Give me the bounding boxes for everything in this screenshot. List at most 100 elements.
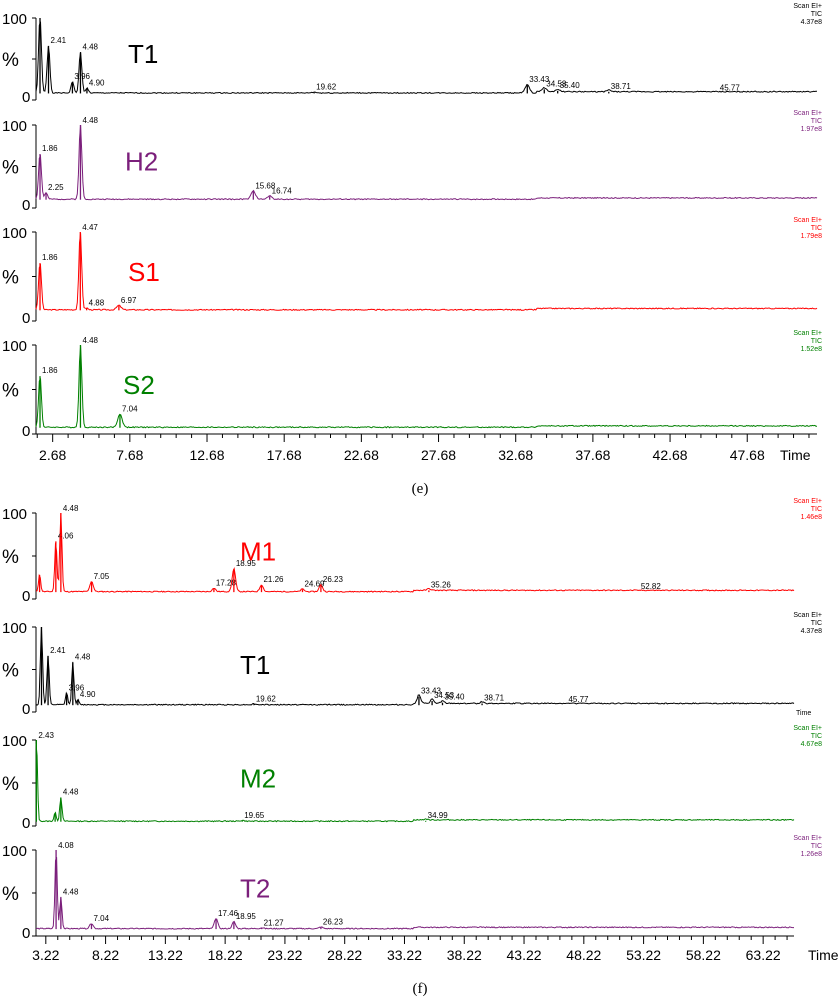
tic-label: TIC: [811, 225, 822, 232]
y-tick-label-100: 100: [2, 843, 27, 860]
scan-mode-label: Scan EI+: [793, 498, 822, 505]
y-tick-label-0: 0: [22, 197, 30, 214]
peak-label: 33.43: [529, 75, 550, 84]
peak-label: 21.26: [263, 575, 284, 584]
peak-label: 4.08: [58, 841, 74, 850]
scale-label: 4.37e8: [801, 19, 823, 26]
y-tick-label-0: 0: [22, 925, 30, 942]
x-tick-label: 13.22: [148, 947, 183, 963]
series-trace-s1: [35, 233, 818, 311]
y-axis-label: %: [2, 268, 19, 289]
x-tick-label: 27.68: [421, 447, 456, 463]
y-tick-label-0: 0: [22, 310, 30, 327]
x-tick-label: 47.68: [730, 447, 765, 463]
peak-label: 18.95: [236, 559, 257, 568]
x-axis-label: Time: [808, 947, 839, 963]
y-tick-label-100: 100: [2, 338, 27, 355]
peak-label: 35.26: [431, 580, 452, 589]
peak-label: 2.41: [51, 36, 67, 45]
peak-label: 1.86: [42, 366, 58, 375]
x-tick-label: 43.22: [507, 947, 542, 963]
y-tick-label-0: 0: [22, 701, 30, 718]
x-tick-label: 53.22: [626, 947, 661, 963]
peak-label: 52.82: [641, 582, 662, 591]
peak-label: 26.23: [323, 917, 344, 926]
y-axis-label: %: [2, 50, 19, 71]
x-tick-label: 37.68: [575, 447, 610, 463]
x-tick-label: 33.22: [387, 947, 422, 963]
x-tick-label: 28.22: [327, 947, 362, 963]
y-tick-label-0: 0: [22, 588, 30, 605]
tic-label: TIC: [811, 338, 822, 345]
y-axis-label: %: [2, 661, 19, 682]
y-axis-label: %: [2, 547, 19, 568]
peak-label: 15.68: [255, 181, 276, 190]
series-trace-t2: [35, 856, 794, 930]
series-name-t1: T1: [128, 39, 158, 69]
peak-label: 4.48: [63, 887, 79, 896]
peak-label: 2.25: [48, 183, 64, 192]
series-name-m1: M1: [240, 536, 276, 566]
series-name-t2: T2: [240, 873, 270, 903]
peak-label: 34.53: [546, 79, 567, 88]
series-trace-t1: [35, 626, 795, 706]
x-tick-label: 18.22: [208, 947, 243, 963]
y-axis-label: %: [2, 884, 19, 905]
scale-label: 1.97e8: [801, 126, 823, 133]
scale-label: 1.46e8: [801, 514, 823, 521]
y-tick-label-0: 0: [22, 423, 30, 440]
peak-label: 4.48: [82, 42, 98, 51]
scan-mode-label: Scan EI+: [793, 835, 822, 842]
peak-label: 4.48: [63, 504, 79, 513]
peak-label: 16.74: [272, 186, 293, 195]
peak-label: 7.04: [122, 404, 138, 413]
peak-label: 4.90: [80, 690, 96, 699]
scan-mode-label: Scan EI+: [793, 217, 822, 224]
x-tick-label: 38.22: [447, 947, 482, 963]
peak-label: 2.41: [50, 646, 66, 655]
peak-label: 34.99: [428, 811, 449, 820]
peak-label: 4.90: [89, 79, 105, 88]
x-tick-label: 8.22: [92, 947, 119, 963]
x-tick-label: 63.22: [746, 947, 781, 963]
peak-label: 1.86: [42, 144, 58, 153]
peak-label: 1.86: [42, 253, 58, 262]
y-tick-label-100: 100: [2, 620, 27, 637]
peak-label: 45.77: [720, 83, 741, 92]
x-tick-label: 42.68: [653, 447, 688, 463]
scan-mode-label: Scan EI+: [793, 3, 822, 10]
peak-label: 35.40: [444, 693, 465, 702]
scale-label: 4.67e8: [801, 741, 823, 748]
panel-m2-f: 100 0% 2.43 4.48 19.65 34.99 M2 Scan EI+TIC4.67…: [2, 725, 822, 832]
x-tick-label: 22.68: [344, 447, 379, 463]
scale-label: 1.79e8: [801, 233, 823, 240]
peak-label: 21.27: [264, 918, 285, 927]
peak-label: 17.28: [216, 579, 237, 588]
peak-label: 26.23: [323, 575, 344, 584]
y-tick-label-100: 100: [2, 506, 27, 523]
series-trace-m2: [35, 743, 795, 823]
x-tick-label: 48.22: [566, 947, 601, 963]
peak-label: 33.43: [421, 687, 442, 696]
chart-e: 100 0% 2.41 3.96 4.48 4.90 19.62 33.4334.5335.4…: [2, 3, 822, 497]
series-trace-h2: [35, 124, 818, 201]
x-tick-label: 32.68: [498, 447, 533, 463]
peak-label: 4.88: [89, 299, 105, 308]
tic-label: TIC: [811, 506, 822, 513]
x-tick-label: 3.22: [32, 947, 59, 963]
series-name-s1: S1: [128, 257, 160, 287]
x-tick-label: 58.22: [686, 947, 721, 963]
peak-label: 19.62: [316, 83, 337, 92]
peak-label: 34.53: [434, 691, 455, 700]
tic-label: TIC: [811, 620, 822, 627]
series-name-h2: H2: [125, 147, 158, 177]
scan-mode-label: Scan EI+: [793, 330, 822, 337]
tic-label: TIC: [811, 118, 822, 125]
peak-label: 3.96: [69, 683, 85, 692]
peak-label: 4.47: [82, 223, 98, 232]
peak-label: 24.69: [304, 580, 325, 589]
peak-label: 38.71: [484, 694, 505, 703]
x-tick-label: 2.68: [39, 447, 66, 463]
